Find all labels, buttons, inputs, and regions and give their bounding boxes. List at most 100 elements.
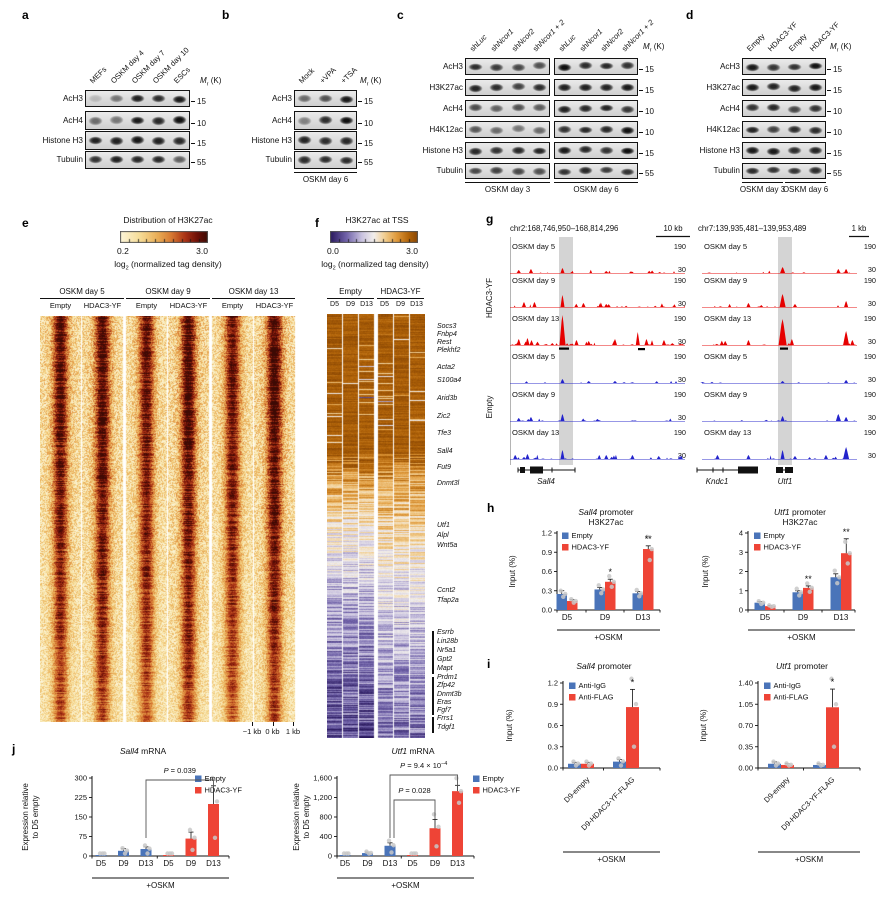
p-value-bracket xyxy=(389,774,458,838)
p-value-label: P = 9.4 × 10−4 xyxy=(400,761,447,770)
y-tick-label: 0.9 xyxy=(548,700,558,709)
data-point-dot xyxy=(588,761,594,766)
track-label: OSKM day 13 xyxy=(704,428,751,437)
mr-tick xyxy=(827,131,831,133)
blot-band xyxy=(765,146,782,156)
significance-label: ** xyxy=(805,574,813,584)
chart-subtitle: H3K27ac xyxy=(589,517,625,527)
data-point-dot xyxy=(214,799,220,804)
lane-label-part: +VPA xyxy=(317,65,338,86)
track-scale-hi: 190 xyxy=(674,428,686,437)
blot-box xyxy=(465,100,550,117)
chart-title: Sall4 promoter xyxy=(576,661,631,671)
blot-band xyxy=(296,94,313,104)
heatmap-e-title: Distribution of H3K27ac xyxy=(123,215,213,225)
blot-box xyxy=(554,79,638,96)
blot-band xyxy=(530,146,548,156)
significance-label: ** xyxy=(645,534,653,544)
data-point-dot xyxy=(192,835,197,840)
legend-swatch xyxy=(754,544,761,551)
blot-row-label: Histone H3 xyxy=(422,145,463,155)
heatmap-e-xtick-label: 0 kb xyxy=(265,727,280,736)
mr-value: 10 xyxy=(364,118,373,128)
blot-band xyxy=(786,105,803,114)
gene-group-bracket xyxy=(432,631,434,674)
colorbar-e-max: 3.0 xyxy=(196,246,208,256)
track-scale-hi: 190 xyxy=(674,314,686,323)
lane-label: MEFs xyxy=(87,65,108,86)
blot-band xyxy=(556,82,573,92)
legend-swatch xyxy=(562,544,569,551)
legend-swatch xyxy=(754,532,761,539)
p-value-bracket xyxy=(393,799,436,838)
x-tick-label: D5 xyxy=(96,859,107,868)
mr-tick xyxy=(827,152,831,154)
condition-label: Empty xyxy=(485,396,494,419)
scalebar-label: 10 kb xyxy=(663,224,683,233)
mr-m: M xyxy=(830,42,837,51)
y-tick-label: 2 xyxy=(739,567,743,576)
gene-label: Utf1 xyxy=(437,522,450,529)
x-tick-label: D5 xyxy=(163,859,174,868)
tspan: Utf1 xyxy=(392,746,408,756)
heatmap-e-xtick-label: 1 kb xyxy=(285,727,301,736)
locus-label: chr7:139,935,481–139,953,489 xyxy=(698,224,806,233)
tspan: Sall4 xyxy=(120,746,139,756)
y-axis-label: to D5 empty xyxy=(302,795,311,838)
tspan: = 0.028 xyxy=(403,786,430,795)
heatmap-e-subcol: Empty xyxy=(221,301,244,310)
track-scale-hi: 190 xyxy=(674,390,686,399)
peak-call-mark xyxy=(638,348,645,351)
legend-label: Anti-FLAG xyxy=(579,693,614,702)
data-point-dot xyxy=(341,851,347,856)
blot-box xyxy=(465,79,550,96)
y-tick-label: 0 xyxy=(739,606,743,615)
blot-band xyxy=(509,63,527,72)
colorbar-e-label: log2 (normalized tag density) xyxy=(36,259,300,272)
blot-band xyxy=(598,165,615,175)
legend-swatch xyxy=(569,682,576,689)
y-tick-label: 150 xyxy=(74,813,87,822)
peak-call-mark xyxy=(780,347,788,350)
gene-exon xyxy=(530,466,543,474)
gene-label: Wnt5a xyxy=(437,542,458,549)
x-tick-label: D9 xyxy=(600,613,611,622)
tspan: Utf1 xyxy=(774,507,790,517)
data-point-dot xyxy=(833,702,839,707)
condition-label: HDAC3-YF xyxy=(485,278,494,318)
data-point-dot xyxy=(102,851,107,856)
data-point-dot xyxy=(767,603,772,608)
data-point-dot xyxy=(575,761,581,766)
track-scale-lo: 30 xyxy=(678,337,686,346)
blot-box xyxy=(554,58,638,75)
data-point-dot xyxy=(458,788,464,794)
y-tick-label: 0 xyxy=(328,852,332,861)
y-axis-label: Input (%) xyxy=(508,555,517,588)
lane-label: +TSA xyxy=(338,65,359,86)
mr-tick xyxy=(639,131,643,133)
blot-box xyxy=(742,100,826,117)
track-label: OSKM day 5 xyxy=(704,352,747,361)
blot-box xyxy=(465,163,550,179)
chart-title: Sall4 promoter xyxy=(578,507,633,517)
gene-name: Sall4 xyxy=(537,477,555,486)
data-point-dot xyxy=(639,591,644,596)
y-tick-label: 1.2 xyxy=(548,679,558,688)
blot-band xyxy=(317,114,334,125)
y-tick-label: 75 xyxy=(79,832,87,841)
data-point-dot xyxy=(601,587,606,592)
gene-label: Nr5a1 xyxy=(437,647,457,654)
blot-caption: OSKM day 6 xyxy=(782,185,829,194)
gene-group-bracket xyxy=(432,677,434,715)
blot-band xyxy=(556,146,573,156)
legend-label: HDAC3-YF xyxy=(483,786,521,795)
heatmap-e-subcol: HDAC3-YF xyxy=(83,301,122,310)
blot-band xyxy=(765,63,782,72)
blot-band xyxy=(467,83,485,93)
gene-exon xyxy=(776,467,783,473)
blot-box xyxy=(554,142,638,159)
blot-band xyxy=(488,166,506,175)
data-point-dot xyxy=(809,585,814,591)
mr-value: 15 xyxy=(833,148,842,158)
